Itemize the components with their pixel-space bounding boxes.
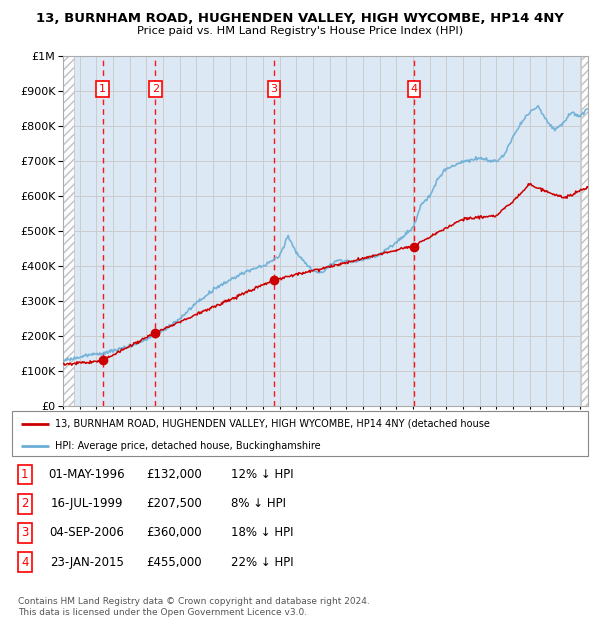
Text: 18% ↓ HPI: 18% ↓ HPI — [231, 526, 293, 539]
Text: 13, BURNHAM ROAD, HUGHENDEN VALLEY, HIGH WYCOMBE, HP14 4NY (detached house: 13, BURNHAM ROAD, HUGHENDEN VALLEY, HIGH… — [55, 418, 490, 428]
Text: 8% ↓ HPI: 8% ↓ HPI — [231, 497, 286, 510]
Text: Contains HM Land Registry data © Crown copyright and database right 2024.
This d: Contains HM Land Registry data © Crown c… — [18, 598, 370, 617]
Text: 4: 4 — [21, 556, 28, 569]
Text: 2: 2 — [152, 84, 159, 94]
Text: £360,000: £360,000 — [146, 526, 202, 539]
Text: 4: 4 — [410, 84, 418, 94]
Text: 13, BURNHAM ROAD, HUGHENDEN VALLEY, HIGH WYCOMBE, HP14 4NY: 13, BURNHAM ROAD, HUGHENDEN VALLEY, HIGH… — [36, 12, 564, 25]
Text: 04-SEP-2006: 04-SEP-2006 — [49, 526, 124, 539]
Text: 3: 3 — [21, 526, 28, 539]
Text: 23-JAN-2015: 23-JAN-2015 — [50, 556, 124, 569]
Text: £207,500: £207,500 — [146, 497, 202, 510]
Text: 16-JUL-1999: 16-JUL-1999 — [50, 497, 123, 510]
Text: £132,000: £132,000 — [146, 468, 202, 481]
Text: Price paid vs. HM Land Registry's House Price Index (HPI): Price paid vs. HM Land Registry's House … — [137, 26, 463, 36]
Text: HPI: Average price, detached house, Buckinghamshire: HPI: Average price, detached house, Buck… — [55, 441, 321, 451]
Text: 1: 1 — [99, 84, 106, 94]
Text: 3: 3 — [271, 84, 278, 94]
Text: 12% ↓ HPI: 12% ↓ HPI — [231, 468, 293, 481]
Text: 01-MAY-1996: 01-MAY-1996 — [49, 468, 125, 481]
Text: £455,000: £455,000 — [146, 556, 202, 569]
Text: 2: 2 — [21, 497, 28, 510]
Text: 1: 1 — [21, 468, 28, 481]
Text: 22% ↓ HPI: 22% ↓ HPI — [231, 556, 293, 569]
